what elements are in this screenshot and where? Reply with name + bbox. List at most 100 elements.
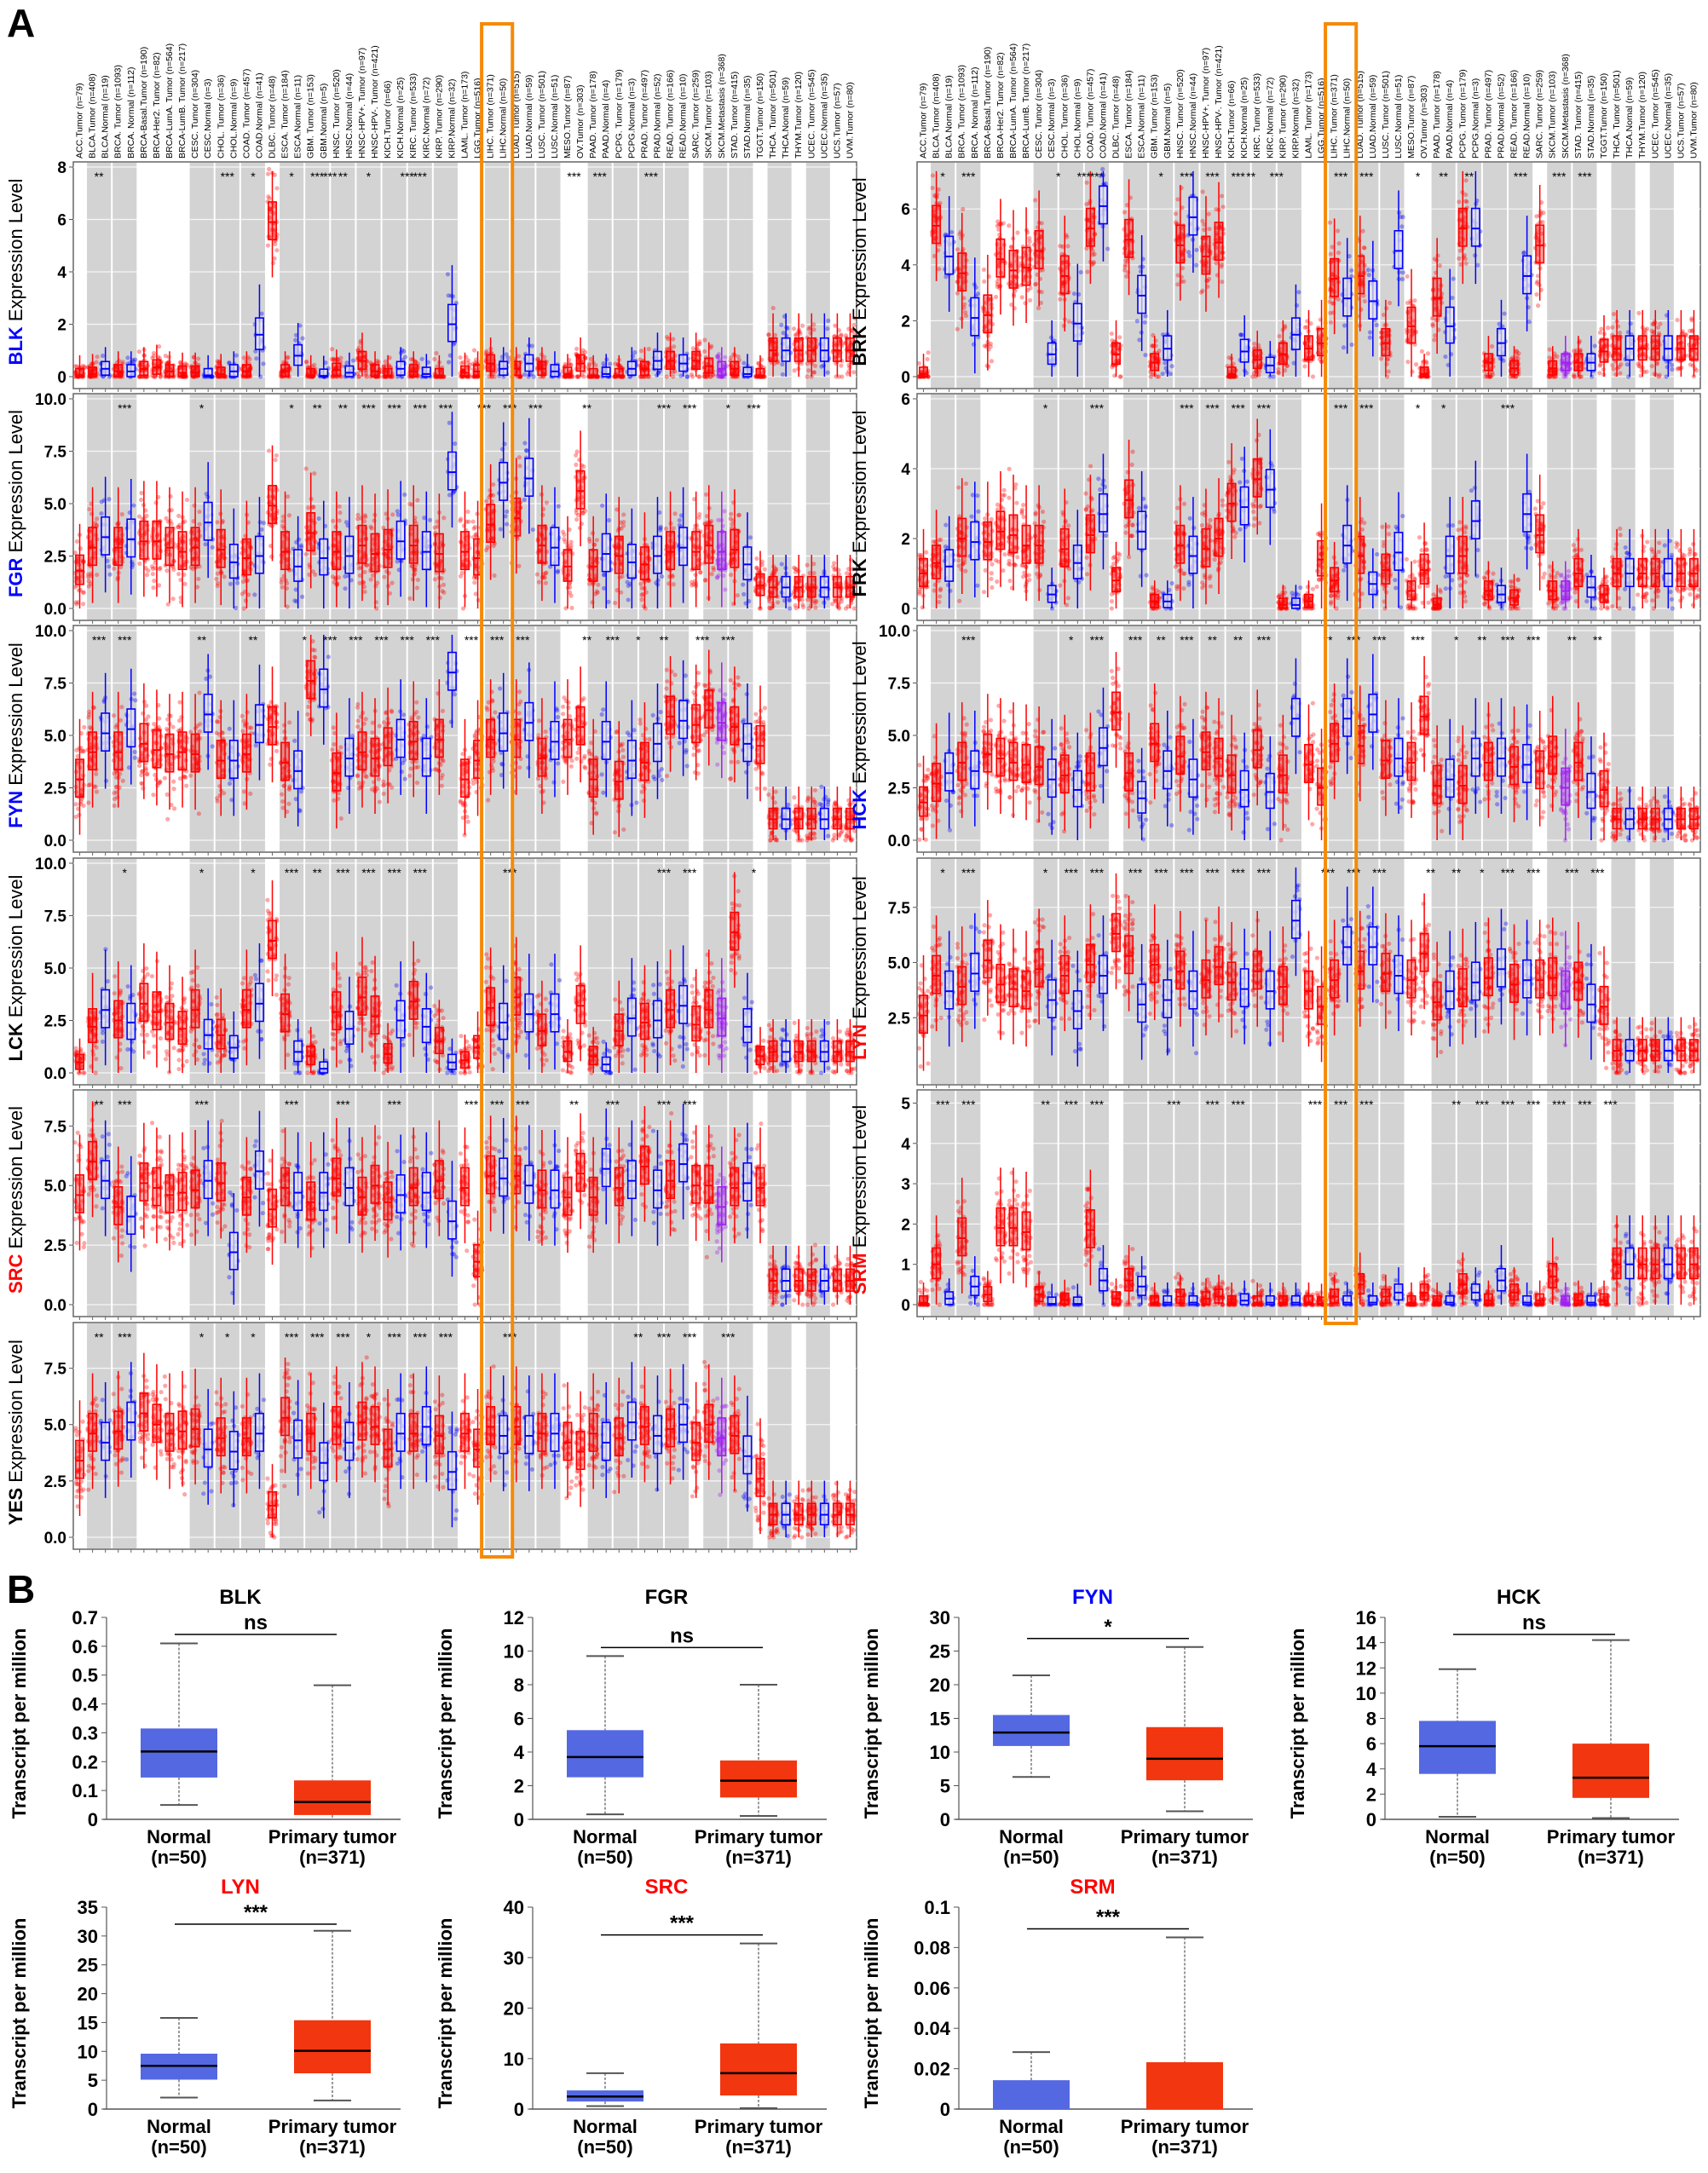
box: [88, 527, 98, 567]
data-point: [825, 370, 830, 375]
significance-label: *: [251, 170, 256, 183]
tissue-band: [485, 163, 510, 388]
data-point: [484, 349, 489, 354]
box: [344, 535, 355, 574]
data-point: [243, 598, 248, 603]
data-point: [153, 374, 158, 379]
category-label: PCPG.Normal (n=3): [1470, 78, 1480, 159]
box: [408, 524, 418, 564]
category-label: UVM.Tumor (n=80): [1688, 82, 1699, 159]
data-point: [625, 579, 630, 585]
box: [614, 535, 624, 574]
data-point: [697, 339, 702, 344]
category-label: KIRP.Normal (n=32): [447, 79, 457, 159]
data-point: [663, 526, 669, 531]
significance-label: *: [366, 170, 372, 183]
data-point: [132, 357, 138, 362]
data-point: [267, 166, 272, 172]
data-point: [741, 591, 747, 597]
box: [216, 366, 226, 378]
category-label: OV.Tumor (n=303): [575, 85, 586, 159]
box: [575, 470, 586, 510]
data-point: [415, 577, 420, 583]
y-axis-label: FYN Expression Level: [5, 643, 26, 828]
data-point: [702, 337, 707, 343]
category-label: UCS.Tumor (n=57): [832, 83, 842, 159]
data-point: [313, 572, 318, 577]
data-point: [330, 347, 335, 352]
data-point: [689, 579, 695, 585]
box: [704, 524, 714, 564]
data-point: [632, 349, 638, 355]
data-point: [274, 748, 280, 753]
data-point: [144, 513, 149, 518]
data-point: [362, 513, 367, 518]
data-point: [95, 572, 100, 578]
data-point: [176, 572, 182, 577]
category-label: LAML. Tumor (n=173): [1304, 72, 1314, 159]
data-point: [268, 762, 273, 767]
data-point: [197, 729, 202, 735]
data-point: [99, 499, 104, 504]
y-tick-label: 10.0: [35, 623, 66, 641]
data-point: [107, 497, 112, 502]
data-point: [465, 509, 470, 515]
panel-a-label: A: [7, 0, 35, 46]
data-point: [113, 724, 118, 729]
box: [306, 660, 316, 700]
data-point: [94, 360, 99, 365]
data-point: [655, 372, 660, 378]
box: [421, 531, 431, 571]
category-labels-left: ACC.Tumor (n=79) BLCA.Tumor (n=408) BLCA.N…: [75, 43, 856, 159]
data-point: [139, 772, 144, 778]
box: [268, 201, 277, 241]
y-axis-suffix: Expression Level: [5, 179, 26, 327]
category-label: KIRC.Normal (n=72): [421, 78, 431, 159]
tissue-band: [613, 163, 638, 388]
data-point: [210, 545, 215, 550]
data-point: [107, 572, 113, 577]
data-point: [176, 513, 182, 518]
data-point: [162, 775, 167, 781]
data-point: [136, 514, 142, 519]
significance-label: **: [313, 401, 322, 415]
category-label: UCEC. Tumor (n=545): [806, 69, 816, 159]
box: [203, 693, 213, 733]
data-point: [638, 349, 644, 354]
data-point: [332, 798, 337, 803]
data-point: [280, 792, 285, 797]
data-point: [157, 343, 162, 349]
category-label: CESC. Tumor (n=304): [190, 70, 200, 159]
box: [177, 365, 188, 378]
box: [306, 512, 316, 551]
box: [730, 528, 740, 568]
data-point: [136, 349, 141, 354]
category-label: BLCA.Normal (n=19): [944, 75, 955, 159]
data-point: [376, 776, 381, 781]
box: [344, 737, 355, 777]
box: [75, 367, 85, 378]
data-point: [484, 499, 489, 504]
category-label: HNSC-HPV-. Tumor (n=421): [370, 45, 380, 159]
category-label: PRAD. Tumor (n=497): [639, 70, 649, 159]
data-point: [259, 311, 264, 316]
category-label: LUSC. Tumor (n=501): [537, 71, 547, 159]
box: [421, 366, 431, 378]
data-point: [151, 793, 156, 798]
data-point: [446, 293, 451, 298]
data-point: [826, 318, 831, 323]
significance-label: ***: [683, 401, 697, 415]
box: [228, 740, 239, 779]
box: [152, 729, 162, 769]
tissue-band: [511, 163, 535, 388]
category-label: TGGT.Tumor (n=150): [1599, 73, 1609, 159]
data-point: [670, 574, 675, 579]
category-label: TGGT.Tumor (n=150): [755, 73, 765, 159]
data-point: [660, 574, 665, 579]
data-point: [74, 602, 79, 607]
box: [319, 668, 329, 708]
box: [268, 485, 277, 524]
data-point: [133, 698, 138, 703]
